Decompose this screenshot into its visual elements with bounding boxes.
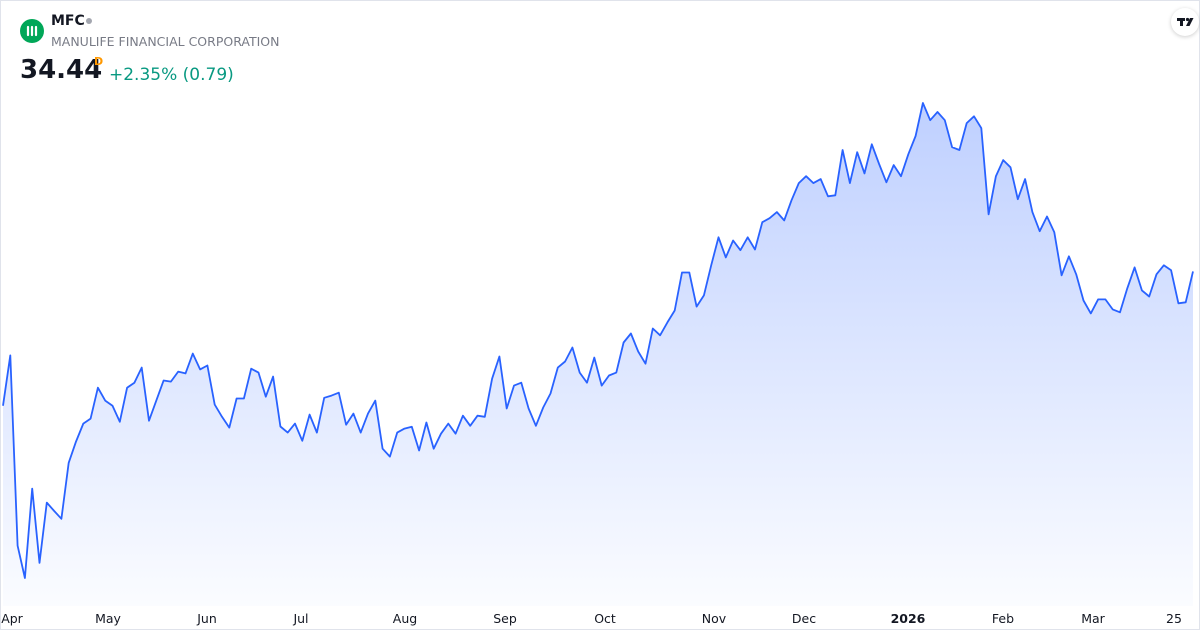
x-tick-label: Mar (1081, 611, 1105, 626)
x-tick-label: Aug (393, 611, 417, 626)
tradingview-logo[interactable] (1171, 8, 1199, 36)
change-pct: +2.35% (109, 65, 178, 85)
price: 34.44 (20, 55, 103, 85)
change-abs: (0.79) (182, 65, 234, 85)
price-line (2, 102, 1194, 579)
company-logo (20, 19, 44, 43)
interval: D (94, 55, 104, 68)
x-tick-label: 2026 (891, 611, 926, 626)
company-name: MANULIFE FINANCIAL CORPORATION (51, 34, 280, 49)
x-tick-label: Nov (702, 611, 727, 626)
tv-icon (1177, 17, 1194, 26)
x-tick-label: 25 (1166, 611, 1182, 626)
x-tick-label: Sep (493, 611, 517, 626)
x-tick-label: Jun (196, 611, 217, 626)
symbol: MFC (51, 13, 85, 29)
x-tick-label: Jul (292, 611, 308, 626)
status-dot (86, 18, 92, 24)
x-tick-label: May (95, 611, 121, 626)
x-tick-label: Oct (594, 611, 616, 626)
area (3, 103, 1193, 606)
change: +2.35% (0.79) (109, 65, 234, 85)
x-tick-label: Feb (992, 611, 1014, 626)
x-tick-label: Dec (792, 611, 816, 626)
logo-icon (26, 25, 38, 37)
x-tick-label: Apr (1, 611, 23, 626)
